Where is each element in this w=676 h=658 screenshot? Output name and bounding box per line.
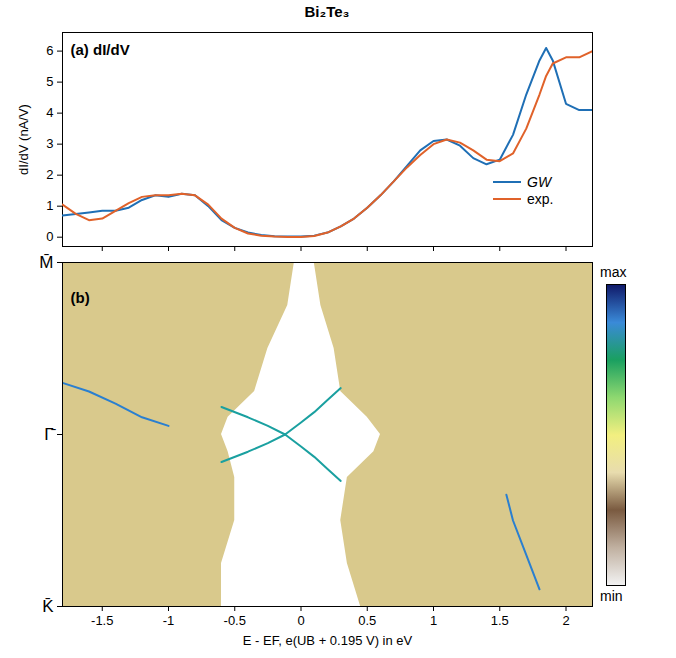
html-text:min: min	[600, 588, 623, 604]
svg-text:1.5: 1.5	[491, 613, 509, 628]
svg-text:(b): (b)	[71, 289, 90, 306]
html-text:exp.: exp.	[527, 190, 554, 207]
svg-text:(a) dI/dV: (a) dI/dV	[71, 41, 130, 58]
svg-text:4: 4	[46, 105, 53, 120]
svg-text:3: 3	[46, 136, 53, 151]
svg-text:1: 1	[430, 613, 437, 628]
html-text:Bi₂Te₃: Bi₂Te₃	[304, 3, 350, 20]
svg-text:dI/dV (nA/V): dI/dV (nA/V)	[16, 104, 31, 175]
svg-text:K̄: K̄	[42, 597, 54, 616]
svg-text:0.5: 0.5	[358, 613, 376, 628]
svg-text:1: 1	[46, 198, 53, 213]
svg-text:2: 2	[46, 167, 53, 182]
svg-text:2: 2	[562, 613, 569, 628]
svg-text:-1: -1	[163, 613, 175, 628]
html-text:GW: GW	[527, 173, 552, 190]
svg-text:E - EF, e(UB + 0.195 V) in eV: E - EF, e(UB + 0.195 V) in eV	[243, 633, 413, 648]
svg-text:0: 0	[297, 613, 304, 628]
svg-text:Γ̄: Γ̄	[44, 425, 56, 444]
svg-text:6: 6	[46, 43, 53, 58]
svg-text:0: 0	[46, 229, 53, 244]
svg-text:5: 5	[46, 74, 53, 89]
svg-text:-1.5: -1.5	[91, 613, 113, 628]
html-text:max: max	[600, 264, 627, 280]
svg-text:M̄: M̄	[39, 254, 53, 272]
svg-text:-0.5: -0.5	[224, 613, 246, 628]
